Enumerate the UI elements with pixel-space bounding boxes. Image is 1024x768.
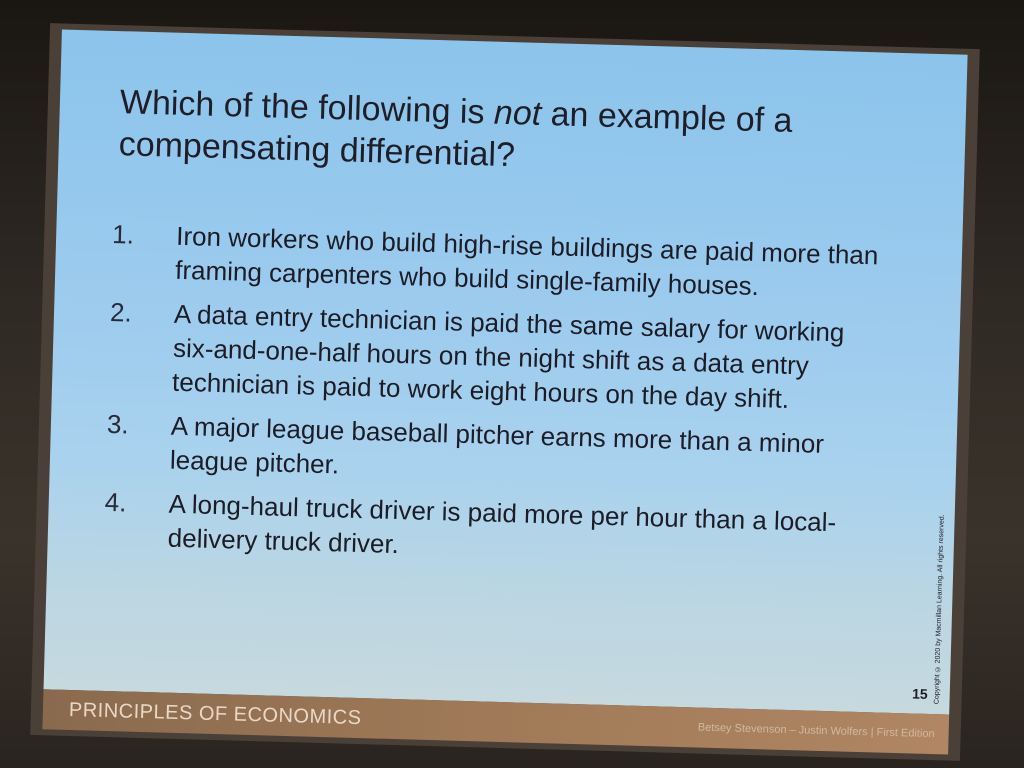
title-text-start: Which of the following is: [119, 83, 495, 132]
projection-screen: Which of the following is not an example…: [30, 23, 980, 761]
option-text: A long-haul truck driver is paid more pe…: [167, 488, 837, 560]
book-authors: Betsey Stevenson – Justin Wolfers | Firs…: [697, 721, 935, 741]
answer-option-4: 4. A long-haul truck driver is paid more…: [103, 485, 885, 575]
answer-option-3: 3. A major league baseball pitcher earns…: [106, 407, 888, 497]
option-text: A major league baseball pitcher earns mo…: [169, 410, 825, 480]
option-text: A data entry technician is paid the same…: [171, 298, 845, 414]
option-number: 2.: [109, 296, 133, 328]
slide-title: Which of the following is not an example…: [118, 81, 920, 187]
answer-option-1: 1. Iron workers who build high-rise buil…: [111, 217, 893, 307]
slide: Which of the following is not an example…: [43, 29, 968, 715]
option-text: Iron workers who build high-rise buildin…: [174, 220, 879, 302]
slide-page-number: 15: [911, 685, 928, 702]
option-number: 4.: [104, 486, 127, 518]
answer-options: 1. Iron workers who build high-rise buil…: [103, 217, 892, 585]
title-emphasis: not: [493, 93, 542, 133]
book-title: PRINCIPLES OF ECONOMICS: [68, 698, 362, 730]
answer-option-2: 2. A data entry technician is paid the s…: [108, 295, 891, 419]
copyright-notice: Copyright © 2020 by Macmillan Learning. …: [933, 514, 946, 705]
option-number: 1.: [111, 218, 135, 250]
option-number: 3.: [106, 408, 130, 440]
